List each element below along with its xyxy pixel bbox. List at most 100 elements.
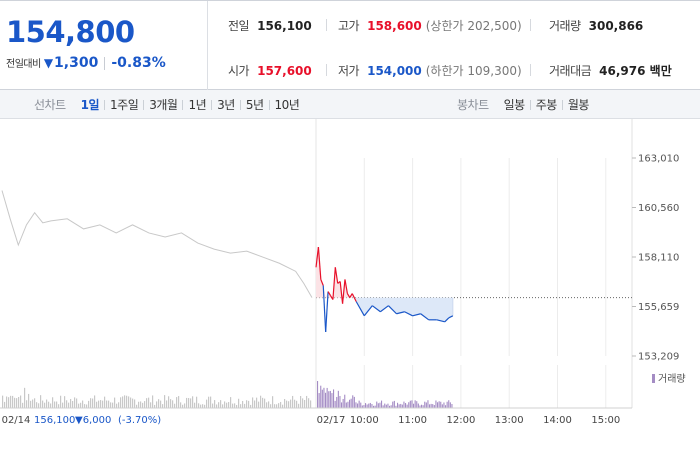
prev-volume-bar [242,400,244,408]
today-volume-bar [318,393,320,408]
prev-volume-bar [228,402,230,408]
period-tab-0[interactable]: 1일 [80,98,100,112]
prev-close-info: 156,100 [34,415,75,426]
today-price-segment [322,285,327,332]
today-price-segment [448,315,454,319]
today-volume-bar [365,403,367,408]
toolbar-divider [268,99,270,110]
stat-turnover-label: 거래대금 [549,64,592,78]
prev-volume-bar [92,398,94,408]
period-tab-3[interactable]: 1년 [188,98,207,112]
today-volume-bar [347,401,349,408]
today-volume-bar [360,402,362,408]
today-volume-bar [336,396,338,408]
period-tab-6[interactable]: 10년 [274,98,300,112]
prev-volume-bar [120,397,122,408]
today-price-segment [346,293,351,298]
price-chart[interactable]: 163,010 160,560 158,110 155,659 153,209 거래량 02… [0,119,700,450]
prev-volume-bar [142,402,144,408]
prev-volume-bar [286,400,288,408]
prev-volume-bar [278,403,280,408]
prev-volume-bar [184,403,186,408]
prev-volume-bar [246,400,248,408]
down-arrow-icon: ▼ [43,56,54,70]
today-volume-bar [446,401,448,408]
stat-divider [530,19,531,31]
prev-volume-bar [270,404,272,408]
prev-volume-bar [274,404,276,408]
toolbar-divider [143,99,145,110]
prev-volume-bar [20,395,22,408]
today-volume-bar [350,398,352,408]
today-volume-bar [437,402,439,408]
prev-volume-bar [180,402,182,408]
today-volume-bar [432,404,434,408]
prev-volume-bar [158,399,160,408]
prev-volume-bar [226,402,228,408]
prev-volume-bar [50,403,52,408]
today-price-segment [327,291,332,296]
today-volume-bar [320,385,322,408]
y-tick-label: 160,560 [638,203,679,214]
prev-volume-bar [48,401,50,408]
prev-volume-bar [140,401,142,408]
candle-tab-1[interactable]: 주봉 [535,98,558,112]
change-amount: 1,300 [54,55,99,71]
current-price-box: 154,800 전일대비 ▼ 1,300 -0.83% [0,1,208,90]
prev-volume-bar [232,403,234,408]
prev-volume-bar [188,398,190,408]
prev-volume-bar [216,404,218,408]
today-volume-bar [341,402,343,408]
prev-volume-bar [10,395,12,408]
today-volume-bar [358,400,360,408]
candle-tab-0[interactable]: 일봉 [503,98,526,112]
prev-volume-bar [308,398,310,408]
prev-volume-bar [298,403,300,408]
today-price-segment [339,281,344,304]
period-tab-1[interactable]: 1주일 [110,98,139,112]
today-volume-bar [361,405,363,408]
today-volume-bar [337,390,339,408]
prev-volume-bar [30,400,32,408]
today-volume-bar [329,390,331,408]
today-volume-bar [430,403,432,408]
prev-volume-bar [124,395,126,408]
prev-volume-bar [162,404,164,408]
today-volume-bar [393,400,395,408]
today-volume-bar [381,400,383,408]
prev-volume-bar [282,404,284,408]
prev-volume-bar [264,398,266,408]
prev-volume-bar [12,395,14,408]
prev-volume-bar [258,401,260,408]
candle-tab-2[interactable]: 월봉 [567,98,590,112]
y-tick-label: 153,209 [638,352,679,363]
period-tab-5[interactable]: 5년 [245,98,264,112]
prev-volume-bar [202,404,204,408]
quote-summary: 154,800 전일대비 ▼ 1,300 -0.83% 전일 156,100 고… [0,0,700,90]
today-volume-bar [448,400,450,408]
today-volume-bar [417,403,419,408]
prev-volume-bar [42,400,44,408]
today-price-segment [344,279,348,294]
prev-volume-bar [2,395,4,408]
prev-volume-bar [24,387,26,408]
period-tab-4[interactable]: 3년 [217,98,235,112]
stat-divider [326,19,327,31]
prev-volume-bar [104,396,106,408]
period-tab-2[interactable]: 3개월 [149,98,178,112]
prev-volume-bar [244,403,246,408]
today-price-segment [388,305,397,315]
prev-volume-bar [212,403,214,408]
prev-volume-bar [144,401,146,408]
prev-volume-bar [36,402,38,408]
today-volume-bar [389,405,391,408]
prev-volume-bar [26,400,28,408]
prev-volume-bar [290,399,292,408]
stat-prev-close: 전일 156,100 [228,17,312,34]
prev-volume-bar [56,401,58,408]
prev-volume-bar [174,403,176,408]
today-volume-bar [353,396,355,408]
today-price-segment [325,291,329,332]
prev-volume-bar [74,397,76,408]
prev-volume-bar [88,400,90,408]
